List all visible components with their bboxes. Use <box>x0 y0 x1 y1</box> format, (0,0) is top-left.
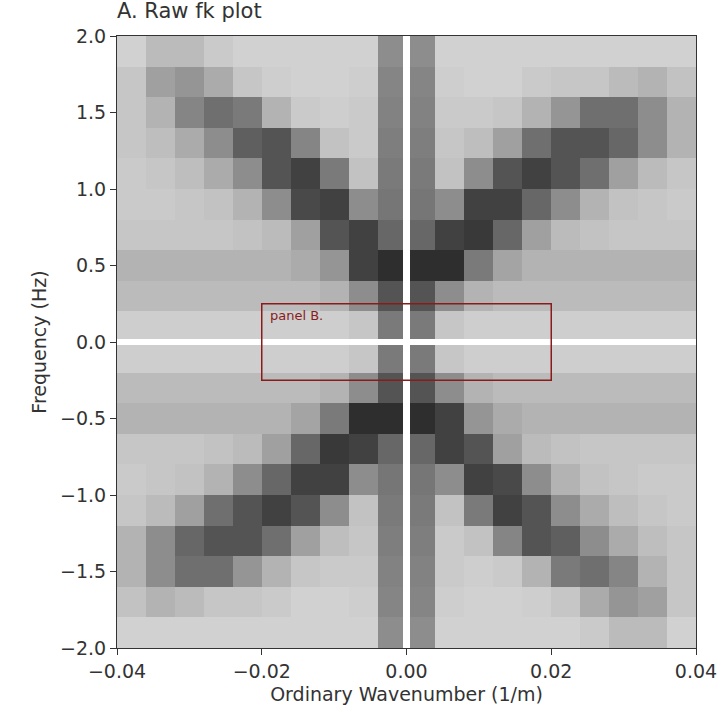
svg-text:1.0: 1.0 <box>76 178 106 200</box>
svg-text:−0.5: −0.5 <box>60 407 106 429</box>
svg-text:Ordinary Wavenumber (1/m): Ordinary Wavenumber (1/m) <box>270 683 543 705</box>
svg-text:−0.02: −0.02 <box>233 660 291 682</box>
svg-text:panel B.: panel B. <box>270 308 323 323</box>
svg-text:−0.04: −0.04 <box>88 660 146 682</box>
svg-text:−2.0: −2.0 <box>60 637 106 659</box>
svg-text:2.0: 2.0 <box>76 25 106 47</box>
svg-text:A. Raw fk plot: A. Raw fk plot <box>117 0 262 23</box>
svg-text:1.5: 1.5 <box>76 101 106 123</box>
svg-text:0.00: 0.00 <box>385 660 427 682</box>
svg-text:0.5: 0.5 <box>76 254 106 276</box>
svg-text:−1.0: −1.0 <box>60 484 106 506</box>
svg-text:0.02: 0.02 <box>530 660 572 682</box>
svg-text:0.04: 0.04 <box>675 660 717 682</box>
svg-text:0.0: 0.0 <box>76 331 106 353</box>
svg-text:−1.5: −1.5 <box>60 560 106 582</box>
svg-text:Frequency (Hz): Frequency (Hz) <box>28 270 50 413</box>
